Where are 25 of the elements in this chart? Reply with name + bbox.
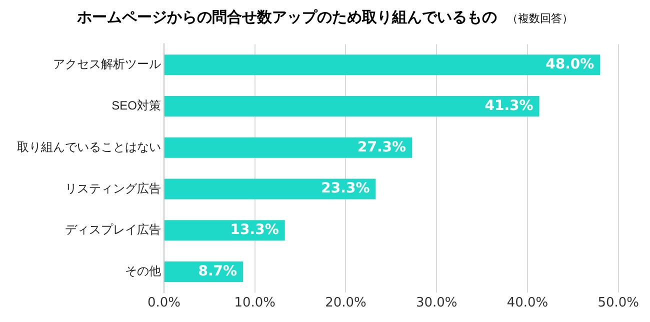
bar (164, 54, 600, 76)
x-tick-label: 10.0% (234, 296, 276, 311)
x-tick-label: 30.0% (416, 296, 458, 311)
bar (164, 96, 540, 116)
y-tick-label: ディスプレイ広告 (65, 222, 161, 237)
data-label: 13.3% (230, 222, 279, 238)
bar (164, 220, 285, 241)
data-label: 23.3% (321, 180, 370, 197)
bar (164, 137, 412, 158)
x-tick-label: 40.0% (506, 296, 548, 311)
data-label: 41.3% (484, 98, 534, 114)
y-tick-label: SEO対策 (112, 98, 161, 113)
y-tick-label: アクセス解析ツール (53, 57, 161, 72)
data-label: 48.0% (546, 56, 594, 73)
y-tick-label: リスティング広告 (65, 181, 161, 196)
chart-title: ホームページからの問合せ数アップのため取り組んでいるもの (77, 8, 497, 27)
x-tick-label: 50.0% (598, 296, 640, 311)
bar (164, 178, 376, 200)
data-label: 8.7% (198, 263, 238, 280)
data-label: 27.3% (358, 139, 406, 156)
y-tick-label: その他 (125, 264, 161, 278)
x-tick-label: 20.0% (325, 296, 366, 311)
x-tick-label: 0.0% (147, 296, 181, 311)
chart-subtitle: （複数回答） (507, 12, 573, 26)
y-tick-label: 取り組んでいることはない (17, 140, 161, 154)
